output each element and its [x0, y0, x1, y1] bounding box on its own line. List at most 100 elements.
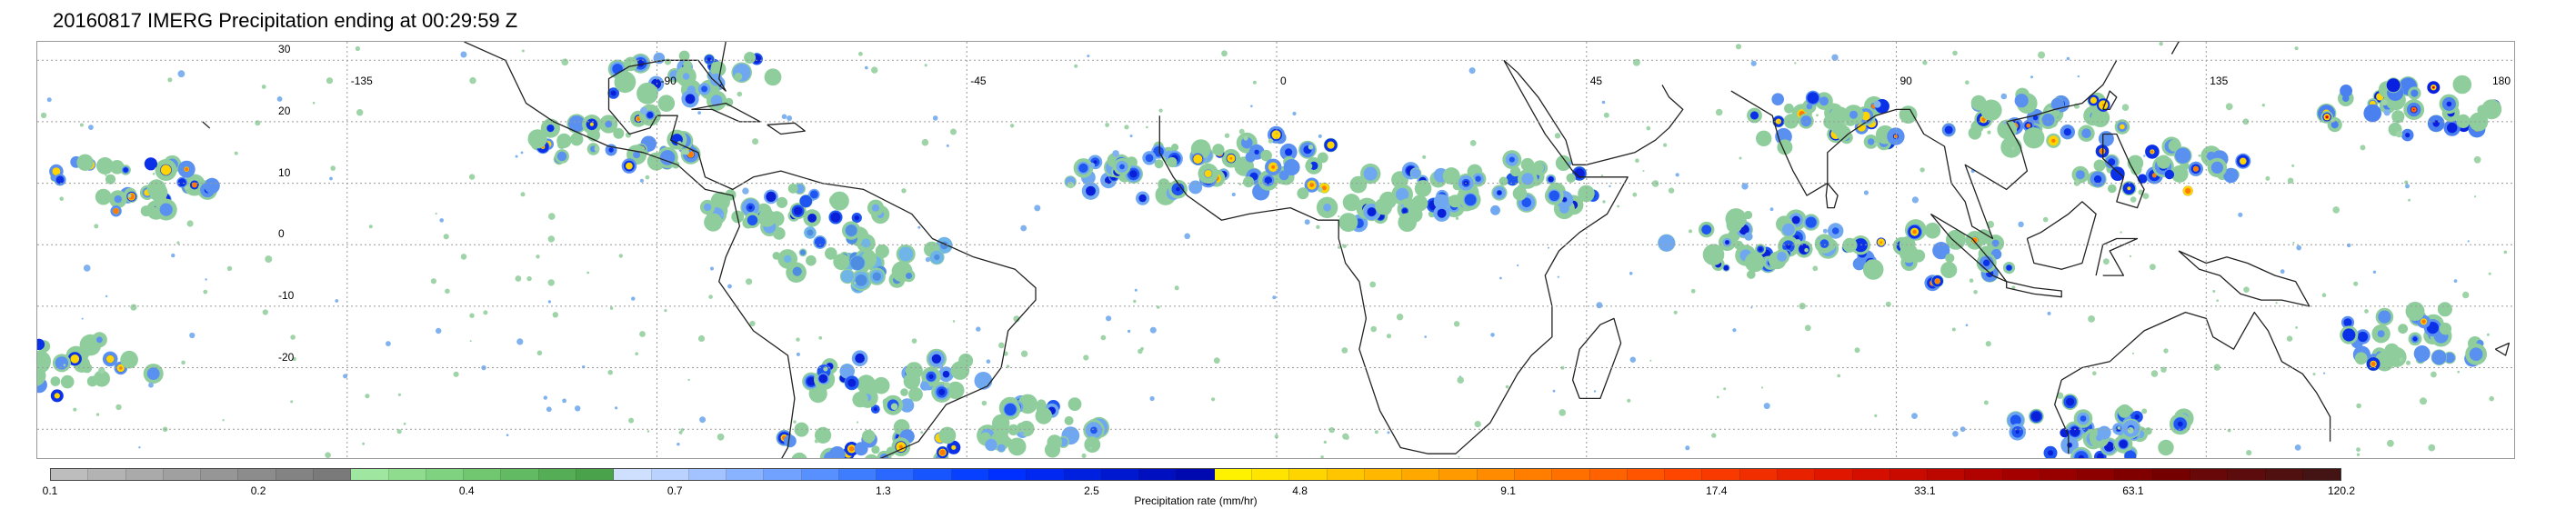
colorbar-swatch [125, 469, 164, 480]
colorbar-swatch [1364, 469, 1403, 480]
precipitation-map: -135 -90 -45 0 45 90 135 180 30 20 10 0 -10 -20 [36, 41, 2515, 459]
colorbar-swatch [838, 469, 877, 480]
colorbar-swatch [2115, 469, 2153, 480]
coastlines [202, 42, 2511, 458]
longitude-label: 135 [2210, 75, 2229, 87]
longitude-label: 0 [1280, 75, 1287, 87]
precip-cell [2340, 302, 2488, 372]
precip-cell [802, 348, 993, 415]
colorbar-swatch [576, 469, 615, 480]
precip-cell [1190, 125, 1338, 201]
latitude-label: 10 [278, 165, 291, 179]
colorbar-swatch [1777, 469, 1816, 480]
colorbar-swatch [1327, 469, 1365, 480]
colorbar-swatch [351, 469, 389, 480]
coastline-madagascar [1571, 317, 1622, 400]
colorbar-swatch [1852, 469, 1890, 480]
colorbar-swatch [688, 469, 727, 480]
colorbar-swatch [651, 469, 689, 480]
colorbar-tick-label: 0.4 [458, 484, 475, 497]
precip-cell [699, 183, 890, 249]
coastline-philippines [2102, 133, 2145, 209]
colorbar-swatch [1027, 469, 1065, 480]
colorbar-tick-label: 0.1 [42, 484, 58, 497]
colorbar-swatch [1289, 469, 1328, 480]
colorbar-swatch [388, 469, 426, 480]
precip-cell [1658, 208, 1844, 279]
colorbar [50, 468, 2341, 481]
precip-cell [1442, 150, 1599, 220]
coastline-arabia [1503, 59, 1684, 165]
longitude-label: -45 [970, 75, 987, 87]
precip-cell [37, 332, 164, 403]
colorbar-swatch [951, 469, 990, 480]
precip-cell [2316, 75, 2502, 142]
precip-cell [2071, 136, 2251, 196]
coastline-taiwan [2102, 90, 2118, 111]
colorbar-swatch [1815, 469, 1853, 480]
colorbar-tick-label: 0.2 [250, 484, 266, 497]
coastline-fiji [2494, 342, 2511, 356]
colorbar-swatch [2040, 469, 2079, 480]
colorbar-tick-label: 4.8 [1292, 484, 1308, 497]
colorbar-swatch [801, 469, 839, 480]
coastline-hispaniola [767, 122, 806, 135]
coastline-australia-west [2054, 379, 2070, 454]
longitude-label: -90 [660, 75, 677, 87]
coastline-africa [1158, 59, 1629, 454]
light-precip-specks [40, 42, 2508, 458]
colorbar-swatch [88, 469, 126, 480]
colorbar-swatch [2190, 469, 2229, 480]
colorbar-tick-label: 63.1 [2122, 484, 2144, 497]
colorbar-swatch [914, 469, 952, 480]
latitude-label: 30 [278, 43, 291, 56]
colorbar-swatch [1477, 469, 1515, 480]
colorbar-swatch [2265, 469, 2303, 480]
longitude-label: 45 [1589, 75, 1603, 87]
precip-cell [772, 221, 953, 294]
colorbar-swatch [538, 469, 576, 480]
colorbar-swatch [2152, 469, 2191, 480]
colorbar-swatch [1589, 469, 1628, 480]
colorbar-tick-label: 120.2 [2327, 484, 2356, 497]
colorbar-swatch [2078, 469, 2116, 480]
colorbar-swatch [1101, 469, 1140, 480]
colorbar-swatch [1064, 469, 1102, 480]
colorbar-tick-label: 9.1 [1500, 484, 1516, 497]
colorbar-swatch [989, 469, 1027, 480]
colorbar-swatch [163, 469, 202, 480]
coastline-hawaii [202, 121, 210, 129]
latitude-label: 0 [278, 227, 285, 241]
colorbar-tick-label: 33.1 [1914, 484, 1936, 497]
colorbar-swatch [1627, 469, 1666, 480]
colorbar-tick-label: 1.3 [876, 484, 891, 497]
colorbar-tick-label: 17.4 [1706, 484, 1728, 497]
coastline-borneo [2026, 201, 2097, 270]
latitude-label: 20 [278, 104, 291, 117]
coastline-new-guinea [2178, 250, 2310, 307]
longitude-label: 90 [1899, 75, 1912, 87]
precip-cell [1941, 87, 2130, 158]
colorbar-swatch [1665, 469, 1703, 480]
colorbar-swatch [2228, 469, 2266, 480]
colorbar-swatch [51, 469, 89, 480]
colorbar-swatch [464, 469, 502, 480]
colorbar-swatch [614, 469, 652, 480]
colorbar-swatch [877, 469, 915, 480]
precip-cell [938, 394, 1110, 458]
colorbar-swatch [313, 469, 352, 480]
colorbar-swatch [2002, 469, 2040, 480]
coastline-cuba [691, 102, 761, 123]
colorbar-label: Precipitation rate (mm/hr) [1134, 494, 1258, 507]
colorbar-swatch [1702, 469, 1740, 480]
precip-cell [776, 419, 961, 458]
precip-cell [49, 154, 220, 221]
precip-cell [527, 104, 701, 174]
coastline-java [2006, 281, 2062, 298]
colorbar-swatch [1928, 469, 1966, 480]
colorbar-swatch [2302, 469, 2341, 480]
colorbar-swatch [727, 469, 765, 480]
colorbar-swatch [1514, 469, 1553, 480]
precip-cell [1747, 90, 1918, 155]
colorbar-swatch [764, 469, 802, 480]
